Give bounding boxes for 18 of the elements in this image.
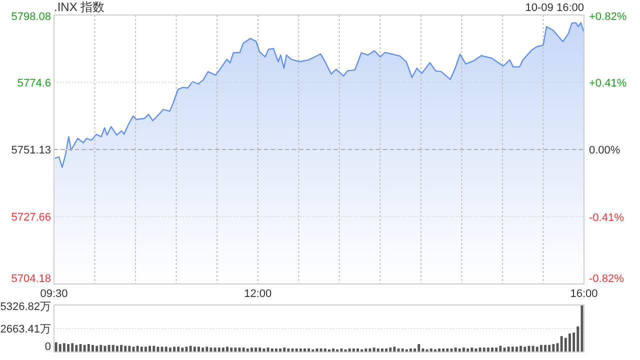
y-tick-label: 2663.41万 xyxy=(0,324,51,336)
y-tick-label: 5798.08 xyxy=(11,11,51,23)
x-tick-label: 16:00 xyxy=(570,288,598,300)
y2-tick-label: 0.00% xyxy=(589,144,620,156)
y-tick-label: 5774.6 xyxy=(17,77,51,90)
chart-title: .INX 指数 xyxy=(54,0,105,14)
y2-tick-label: -0.82% xyxy=(589,273,624,285)
y-tick-label: 0 xyxy=(44,341,51,353)
chart-subtitle: 10-09 16:00 xyxy=(525,2,584,14)
y-tick-label: 5751.13 xyxy=(11,144,51,156)
x-tick-label: 09:30 xyxy=(40,288,68,300)
y-tick-label: 5704.18 xyxy=(11,273,51,285)
y2-tick-label: +0.41% xyxy=(589,77,627,90)
y2-tick-label: +0.82% xyxy=(589,11,627,23)
y-tick-label: 5727.66 xyxy=(11,212,51,224)
x-tick-label: 12:00 xyxy=(244,288,272,300)
y2-tick-label: -0.41% xyxy=(589,212,624,224)
y-tick-label: 5326.82万 xyxy=(0,301,51,313)
